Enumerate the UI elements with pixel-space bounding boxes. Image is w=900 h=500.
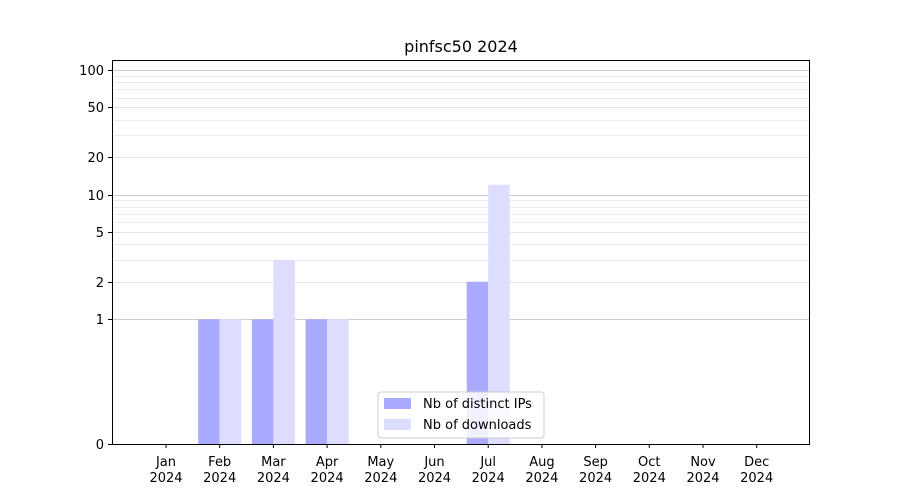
legend-label: Nb of distinct IPs	[423, 397, 532, 412]
y-tick-label: 100	[79, 64, 104, 79]
y-tick-label: 0	[96, 438, 104, 453]
x-axis: Jan 2024 Feb 2024 Mar 2024 Apr 2024 May 2024 Jun 20…	[149, 444, 773, 486]
legend-box	[377, 391, 545, 439]
x-tick-label: Feb 2024	[203, 455, 236, 486]
legend-swatch	[384, 419, 411, 430]
legend-label: Nb of downloads	[423, 418, 532, 433]
x-tick-label: Jun 2024	[418, 455, 451, 486]
x-tick-label: Dec 2024	[740, 455, 773, 486]
bar	[251, 319, 274, 444]
x-tick-label: Oct 2024	[633, 455, 666, 486]
legend: Nb of distinct IPs Nb of downloads	[377, 391, 545, 439]
chart-title: pinfsc50 2024	[404, 37, 518, 56]
x-tick-label: Mar 2024	[257, 455, 290, 486]
bar	[219, 319, 242, 444]
legend-swatch	[384, 398, 411, 409]
x-tick-label: Aug 2024	[525, 455, 558, 486]
y-tick-label: 20	[87, 151, 104, 166]
y-tick-label: 1	[96, 313, 104, 328]
axes-frame	[112, 60, 810, 445]
bar	[198, 319, 220, 444]
bars	[198, 184, 510, 444]
bar	[273, 259, 295, 444]
x-tick-label: Jan 2024	[149, 455, 182, 486]
x-tick-label: Jul 2024	[472, 455, 505, 486]
bar	[327, 319, 349, 444]
y-axis: 0 1 2 5 10 20 50 100	[79, 64, 112, 453]
bar	[488, 184, 510, 444]
grid-lines	[112, 70, 809, 320]
y-tick-label: 10	[87, 189, 104, 204]
x-tick-label: Apr 2024	[311, 455, 344, 486]
x-tick-label: Nov 2024	[686, 455, 719, 486]
y-tick-label: 2	[96, 276, 104, 291]
y-tick-label: 50	[87, 101, 104, 116]
x-tick-label: May 2024	[364, 455, 397, 486]
x-tick-label: Sep 2024	[579, 455, 612, 486]
bar	[305, 319, 328, 444]
y-tick-label: 5	[96, 226, 104, 241]
